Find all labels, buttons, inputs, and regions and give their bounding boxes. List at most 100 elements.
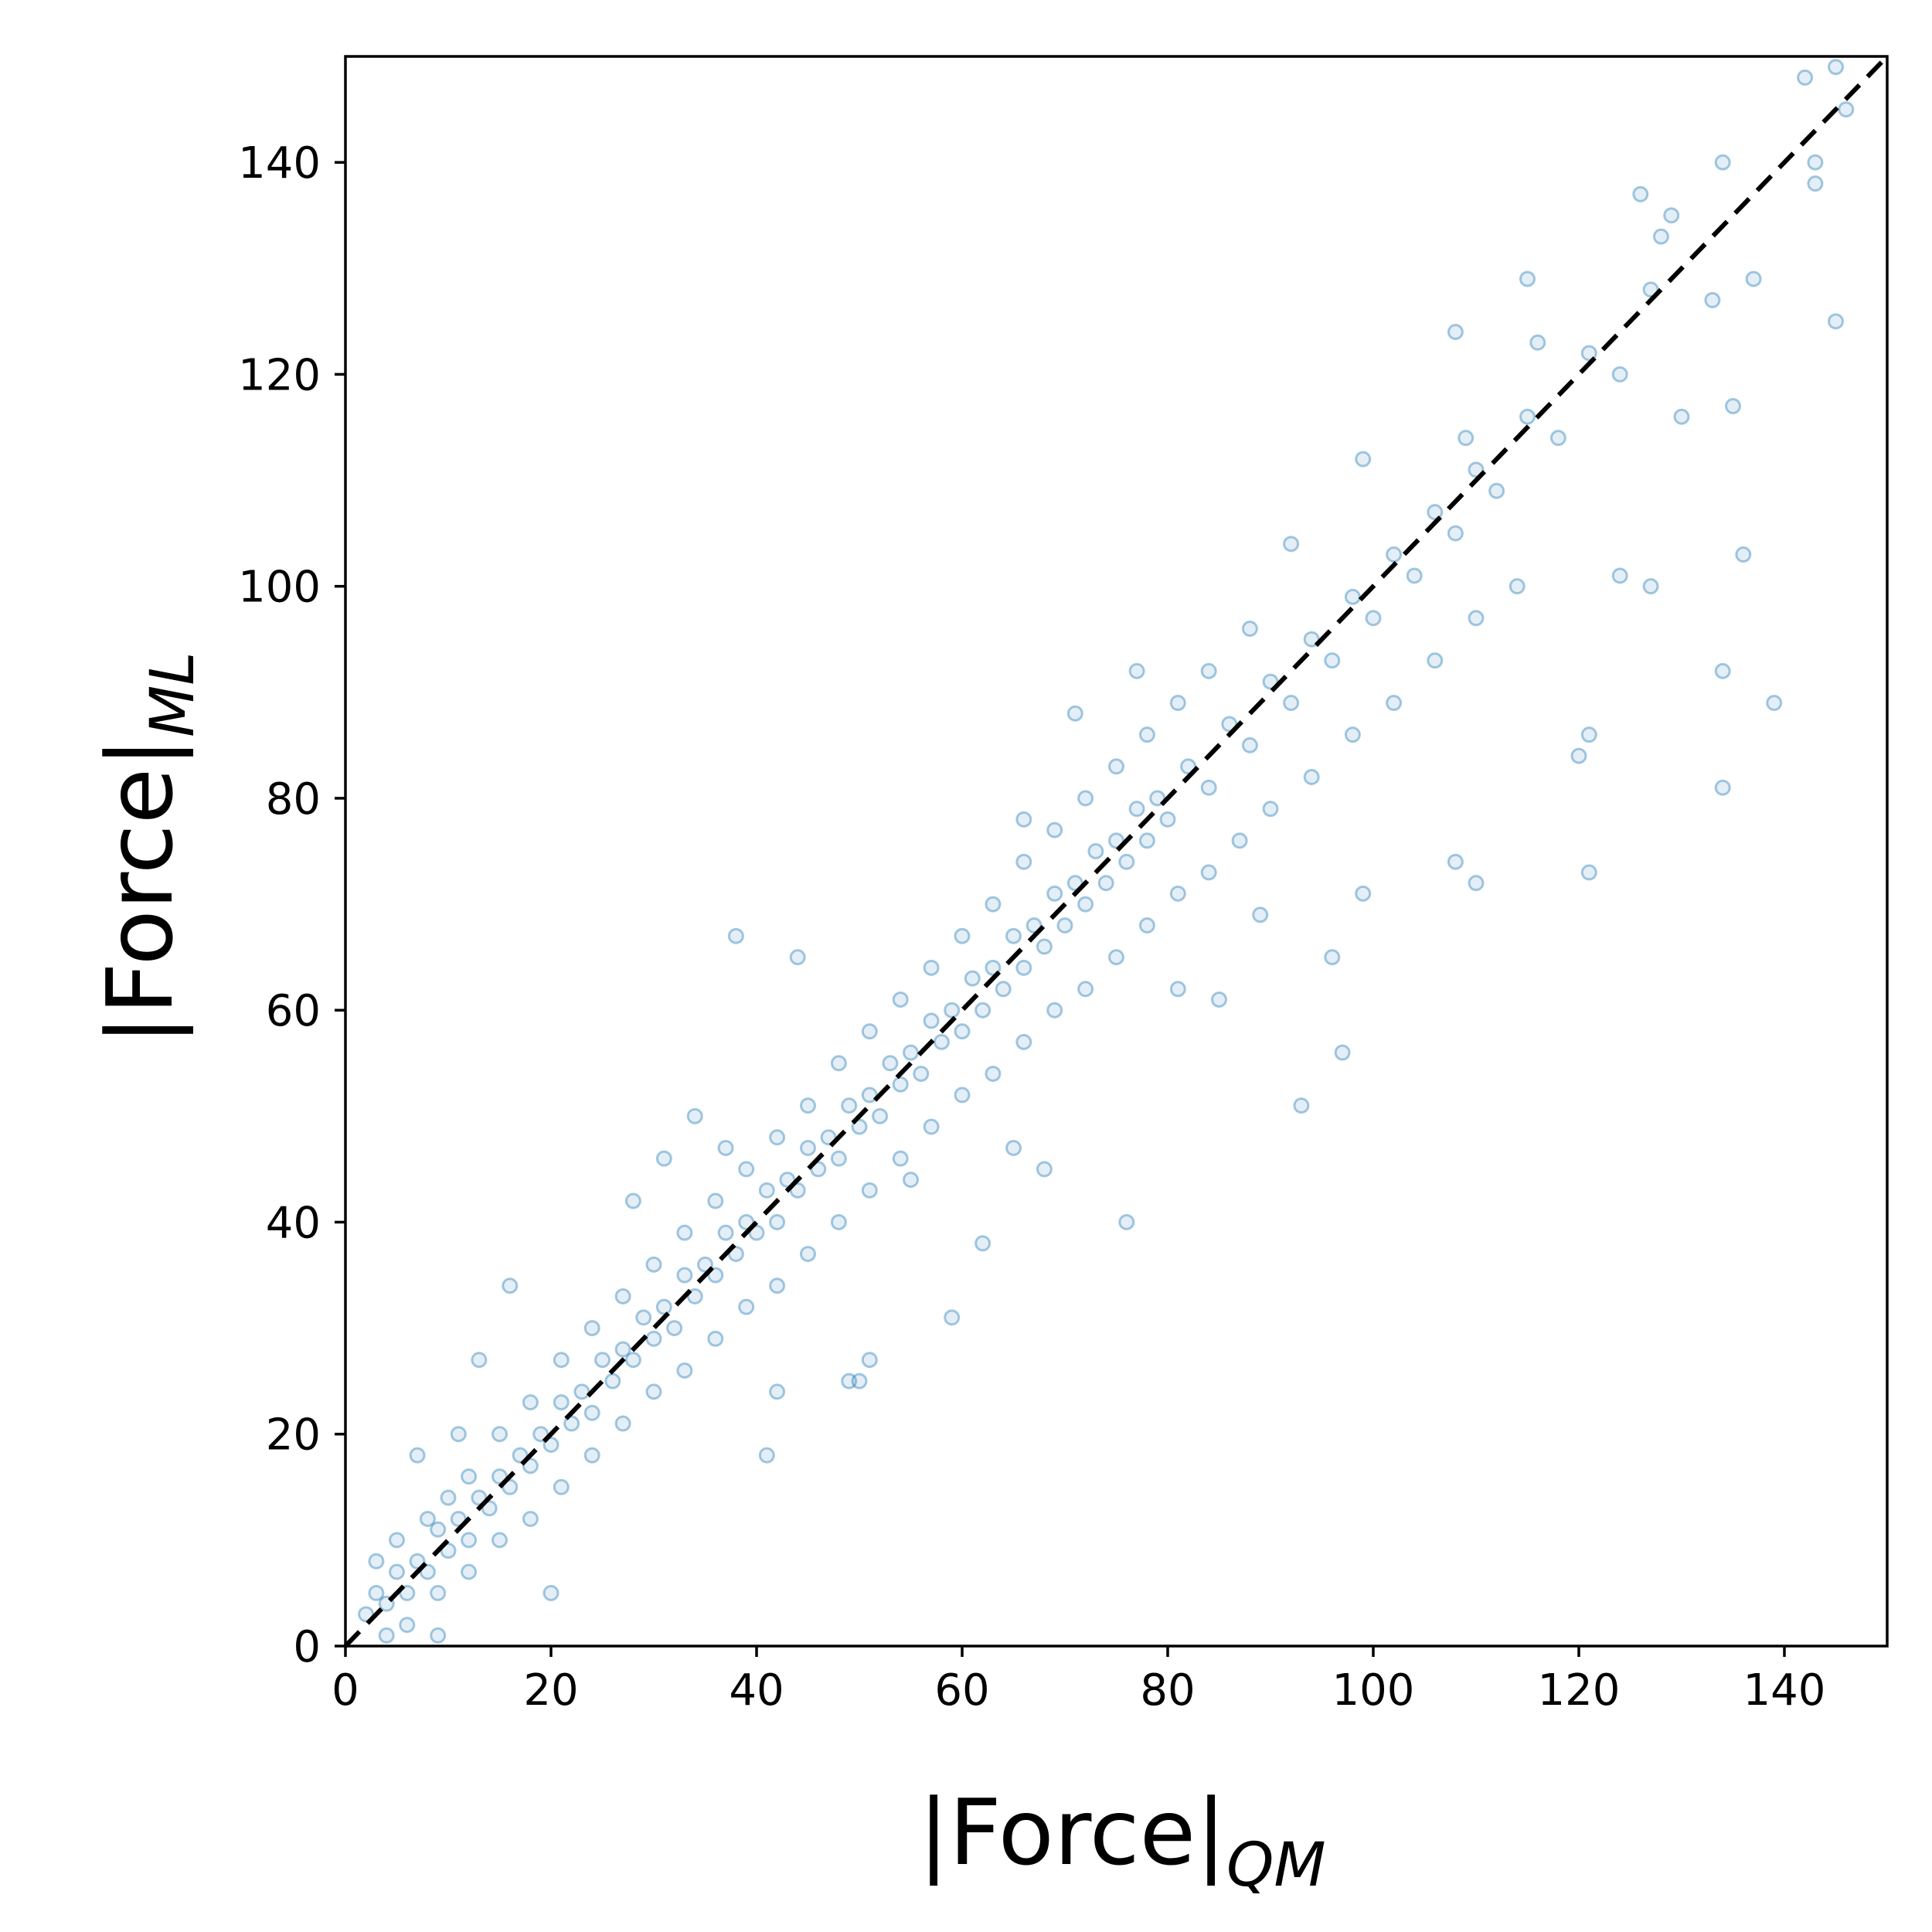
- y-tick-label: 0: [293, 1622, 321, 1672]
- scatter-point: [1519, 408, 1536, 425]
- scatter-point: [1714, 779, 1731, 796]
- scatter-point: [923, 1012, 940, 1029]
- y-tick-label: 100: [238, 563, 321, 613]
- scatter-point: [1108, 758, 1124, 775]
- scatter-point: [1066, 705, 1083, 722]
- scatter-point: [1838, 101, 1855, 118]
- scatter-point: [666, 1320, 683, 1337]
- scatter-point: [1046, 885, 1063, 902]
- y-tick-label: 140: [238, 138, 321, 189]
- scatter-point: [841, 1097, 858, 1114]
- scatter-point: [1704, 291, 1721, 308]
- scatter-point: [769, 1129, 786, 1146]
- scatter-point: [471, 1352, 488, 1369]
- scatter-point: [1200, 662, 1217, 679]
- scatter-point: [1211, 991, 1227, 1008]
- scatter-point: [1087, 843, 1104, 859]
- scatter-point: [1673, 408, 1690, 425]
- scatter-point: [553, 1478, 570, 1495]
- scatter-point: [440, 1543, 457, 1560]
- scatter-point: [1077, 981, 1094, 998]
- x-tick-label: 20: [523, 1665, 578, 1716]
- scatter-point: [800, 1139, 816, 1156]
- scatter-point: [614, 1415, 631, 1432]
- scatter-point: [1324, 949, 1341, 966]
- y-axis-title-main: |Force|: [87, 737, 193, 1046]
- scatter-point: [450, 1426, 467, 1443]
- scatter-point: [975, 1235, 992, 1252]
- scatter-point: [851, 1118, 868, 1135]
- x-axis-title-main: |Force|: [918, 1779, 1226, 1886]
- scatter-point: [717, 1224, 734, 1241]
- scatter-point: [358, 1606, 375, 1623]
- scatter-point: [1046, 821, 1063, 838]
- scatter-point: [1427, 504, 1444, 521]
- scatter-point: [614, 1341, 631, 1358]
- scatter-point: [738, 1298, 755, 1315]
- x-tick-label: 140: [1743, 1665, 1826, 1716]
- scatter-point: [645, 1330, 662, 1347]
- scatter-point: [655, 1150, 672, 1167]
- scatter-point: [820, 1129, 837, 1146]
- scatter-point: [1252, 906, 1269, 923]
- scatter-point: [892, 991, 909, 1008]
- scatter-point: [861, 1182, 878, 1199]
- scatter-point: [1529, 334, 1546, 351]
- scatter-point: [1015, 1033, 1032, 1050]
- scatter-point: [676, 1224, 693, 1241]
- scatter-point: [1828, 313, 1844, 330]
- scatter-point: [830, 1150, 847, 1167]
- scatter-point: [624, 1352, 641, 1369]
- scatter-point: [583, 1447, 600, 1464]
- scatter-point: [553, 1352, 570, 1369]
- scatter-point: [1652, 228, 1669, 245]
- scatter-point: [923, 1118, 940, 1135]
- scatter-point: [913, 1065, 930, 1082]
- scatter-point: [1714, 662, 1731, 679]
- scatter-point: [419, 1510, 436, 1527]
- scatter-point: [717, 1139, 734, 1156]
- y-axis-ticks: 0 20 40 60 80 100 120 140: [238, 138, 345, 1672]
- x-axis-ticks: 0 20 40 60 80 100 120 140: [332, 1646, 1825, 1716]
- scatter-point: [492, 1532, 508, 1549]
- scatter-point: [1735, 546, 1752, 563]
- scatter-point: [1077, 790, 1094, 807]
- scatter-point: [903, 1044, 919, 1061]
- x-tick-label: 120: [1538, 1665, 1621, 1716]
- scatter-point: [985, 959, 1002, 976]
- scatter-point: [1015, 811, 1032, 828]
- scatter-point: [954, 1023, 971, 1040]
- scatter-point: [378, 1627, 395, 1644]
- scatter-point: [1262, 673, 1279, 690]
- scatter-point: [1066, 875, 1083, 892]
- y-tick-label: 40: [266, 1198, 321, 1248]
- scatter-point: [954, 1087, 971, 1104]
- scatter-point: [1386, 546, 1403, 563]
- scatter-point: [1611, 366, 1628, 383]
- scatter-point: [1745, 270, 1762, 287]
- scatter-point: [502, 1478, 519, 1495]
- scatter-point: [1015, 959, 1032, 976]
- scatter-point: [1293, 1097, 1310, 1114]
- scatter-point: [573, 1383, 590, 1400]
- scatter-point: [1262, 801, 1279, 818]
- scatter-point: [1580, 726, 1597, 743]
- scatter-point: [800, 1097, 816, 1114]
- scatter-point: [1427, 652, 1444, 669]
- scatter-point: [676, 1362, 693, 1379]
- scatter-point: [604, 1372, 621, 1389]
- scatter-point: [1303, 631, 1320, 648]
- scatter-point: [481, 1500, 498, 1517]
- scatter-point: [1026, 917, 1043, 934]
- scatter-point: [1283, 695, 1300, 712]
- scatter-point: [686, 1287, 703, 1304]
- scatter-point: [461, 1468, 478, 1485]
- scatter-point: [430, 1584, 447, 1601]
- scatter-point: [1580, 864, 1597, 881]
- scatter-point: [789, 1182, 806, 1199]
- scatter-point: [430, 1627, 447, 1644]
- scatter-point: [995, 981, 1012, 998]
- scatter-point: [492, 1468, 508, 1485]
- scatter-point: [1549, 430, 1566, 447]
